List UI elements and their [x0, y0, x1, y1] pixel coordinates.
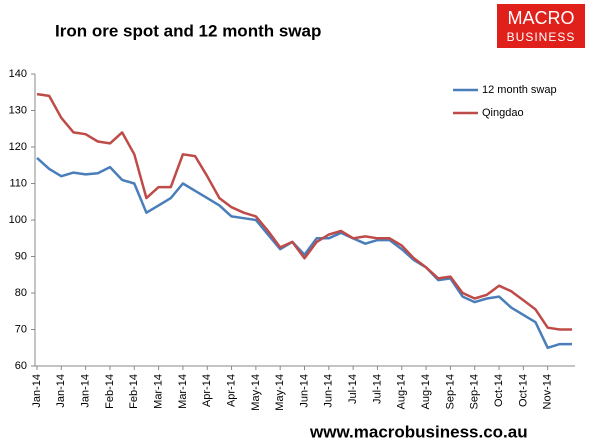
y-tick-label: 80 [15, 287, 27, 299]
x-tick-label: Jul-14 [371, 374, 383, 404]
x-tick-label: Sep-14 [444, 374, 456, 409]
x-tick-label: Jan-14 [31, 374, 43, 408]
y-tick-label: 140 [9, 68, 27, 80]
x-tick-label: Oct-14 [517, 374, 529, 407]
y-tick-label: 120 [9, 141, 27, 153]
line-series [36, 92, 572, 331]
x-tick-label: May-14 [274, 374, 286, 411]
x-tick-label: Nov-14 [542, 374, 554, 409]
y-tick-label: 100 [9, 214, 27, 226]
x-tick-label: Oct-14 [493, 374, 505, 407]
x-tick-label: Feb-14 [128, 374, 140, 409]
logo-text: MACRO [508, 8, 575, 28]
x-tick-label: Aug-14 [396, 374, 408, 409]
x-tick-label: May-14 [250, 374, 262, 411]
x-tick-label: Jun-14 [323, 374, 335, 408]
y-tick-label: 130 [9, 104, 27, 116]
y-tick-label: 70 [15, 323, 27, 335]
logo-box [497, 4, 585, 48]
legend-label: Qingdao [482, 107, 524, 119]
legend-label: 12 month swap [482, 84, 557, 96]
x-tick-label: Sep-14 [469, 374, 481, 409]
y-tick-label: 60 [15, 360, 27, 372]
chart-title: Iron ore spot and 12 month swap [55, 21, 321, 40]
y-tick-label: 90 [15, 250, 27, 262]
x-tick-label: Jun-14 [298, 374, 310, 408]
logo-text: BUSINESS [507, 30, 576, 44]
x-tick-label: Jul-14 [347, 374, 359, 404]
y-tick-label: 110 [9, 177, 27, 189]
line-series [36, 156, 572, 350]
footer: www.macrobusiness.co.au [309, 422, 528, 441]
x-tick-label: Apr-14 [225, 374, 237, 407]
x-tick-label: Feb-14 [104, 374, 116, 409]
x-tick-label: Apr-14 [201, 374, 213, 407]
x-tick-label: Jan-14 [55, 374, 67, 408]
x-tick-label: Mar-14 [152, 374, 164, 409]
x-tick-label: Aug-14 [420, 374, 432, 409]
x-tick-label: Jan-14 [80, 374, 92, 408]
x-tick-label: Mar-14 [177, 374, 189, 409]
